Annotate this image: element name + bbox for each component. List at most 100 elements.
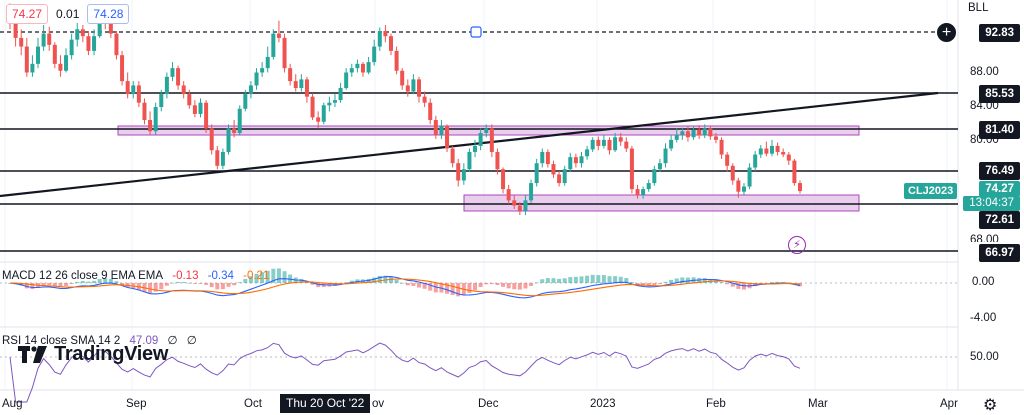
candle-body	[148, 120, 153, 132]
candle-body	[512, 200, 517, 206]
candle-body	[685, 131, 690, 138]
candle-body	[663, 148, 668, 164]
macd-legend[interactable]: MACD 12 26 close 9 EMA EMA -0.13 -0.34 -…	[2, 270, 275, 282]
macd-histogram-bar	[607, 276, 612, 283]
macd-histogram-bar	[215, 283, 220, 290]
level-tag-85-53[interactable]: 85.53	[979, 85, 1020, 103]
candle-body	[372, 46, 377, 63]
candle-body	[590, 139, 595, 150]
candle-body	[484, 128, 489, 133]
macd-histogram-bar	[86, 281, 91, 283]
bid-price[interactable]: 74.27	[6, 3, 49, 24]
candle-body	[293, 81, 298, 89]
candle-body	[181, 85, 186, 95]
candle-body	[316, 117, 321, 122]
candle-body	[355, 63, 360, 69]
macd-histogram-bar	[529, 283, 534, 286]
macd-histogram-bar	[52, 283, 57, 287]
candle-body	[781, 151, 786, 155]
time-label: Feb	[706, 398, 726, 410]
macd-histogram-bar	[209, 283, 214, 288]
level-tag-66-97[interactable]: 66.97	[979, 244, 1020, 262]
candle-body	[702, 128, 707, 136]
macd-histogram-bar	[310, 283, 315, 285]
macd-histogram-bar	[316, 283, 321, 288]
macd-histogram-bar	[719, 282, 724, 283]
macd-histogram-bar	[103, 278, 108, 283]
level-tag-92-83[interactable]: 92.83	[979, 24, 1020, 42]
macd-histogram-bar	[153, 283, 158, 292]
candle-body	[713, 136, 718, 140]
macd-histogram-bar	[120, 283, 125, 285]
candle-body	[176, 68, 181, 86]
tradingview-logo[interactable]: TradingView	[18, 343, 168, 366]
macd-histogram-bar	[685, 277, 690, 283]
candle-body	[725, 154, 730, 166]
macd-histogram-bar	[579, 276, 584, 283]
candle-body	[708, 128, 713, 137]
macd-histogram-bar	[282, 271, 287, 283]
level-tag-76-49[interactable]: 76.49	[979, 162, 1020, 180]
candle-body	[52, 44, 57, 64]
candle-body	[758, 148, 763, 155]
candle-body	[288, 68, 293, 82]
candle-body	[545, 151, 550, 165]
symbol-tag[interactable]: CLJ2023	[904, 183, 958, 199]
macd-histogram-bar	[332, 283, 337, 286]
candle-body	[562, 169, 567, 184]
macd-histogram-bar	[69, 283, 74, 284]
rsi-legend[interactable]: RSI 14 close SMA 14 2 47.09 ∅ ∅	[2, 333, 203, 347]
candle-body	[736, 180, 741, 192]
macd-histogram-bar	[260, 272, 265, 283]
macd-histogram-bar	[540, 279, 545, 283]
candle-body	[30, 63, 35, 73]
candle-body	[456, 163, 461, 181]
candle-body	[573, 157, 578, 164]
candle-body	[613, 137, 618, 151]
candle-body	[36, 46, 41, 64]
candle-body	[47, 33, 52, 45]
macd-histogram-bar	[646, 283, 651, 287]
candle-body	[657, 163, 662, 170]
macd-histogram-bar	[573, 276, 578, 283]
candle-body	[75, 29, 80, 40]
currency-label[interactable]: BLL	[968, 2, 989, 14]
macd-histogram-bar	[254, 273, 259, 283]
rsi-tick: 50.00	[970, 351, 999, 363]
add-level-icon[interactable]: +	[937, 23, 956, 42]
macd-value-hist: -0.13	[172, 270, 199, 282]
candle-body	[388, 36, 393, 51]
candle-body	[747, 167, 752, 187]
candle-body	[237, 108, 242, 133]
candle-body	[730, 165, 735, 181]
macd-histogram-bar	[702, 278, 707, 283]
candle-body	[764, 148, 769, 154]
candle-body	[798, 183, 802, 192]
support-zone	[463, 194, 860, 212]
level-tag-81-40[interactable]: 81.40	[979, 121, 1020, 139]
candle-body	[635, 189, 640, 196]
candle-body	[276, 33, 281, 38]
time-label: Mar	[808, 398, 828, 410]
macd-histogram-bar	[596, 275, 601, 283]
candle-body	[243, 94, 248, 109]
level-tag-72-61[interactable]: 72.61	[979, 211, 1020, 229]
candle-body	[445, 126, 450, 149]
candle-body	[517, 205, 522, 211]
ask-price[interactable]: 74.28	[87, 3, 130, 24]
candle-body	[226, 128, 231, 152]
candle-body	[775, 145, 780, 152]
candle-body	[120, 55, 125, 82]
macd-histogram-bar	[220, 283, 225, 290]
alert-bolt-icon[interactable]: ⚡	[788, 236, 806, 254]
candle-body	[433, 120, 438, 135]
level-handle	[470, 26, 482, 38]
candle-body	[164, 76, 169, 95]
last-price-tag[interactable]: 74.27	[979, 181, 1020, 197]
candle-body	[697, 129, 702, 136]
candle-body	[529, 183, 534, 201]
settings-gear-icon[interactable]: ⚙	[983, 397, 998, 414]
candle-body	[741, 186, 746, 192]
macd-histogram-bar	[680, 277, 685, 283]
